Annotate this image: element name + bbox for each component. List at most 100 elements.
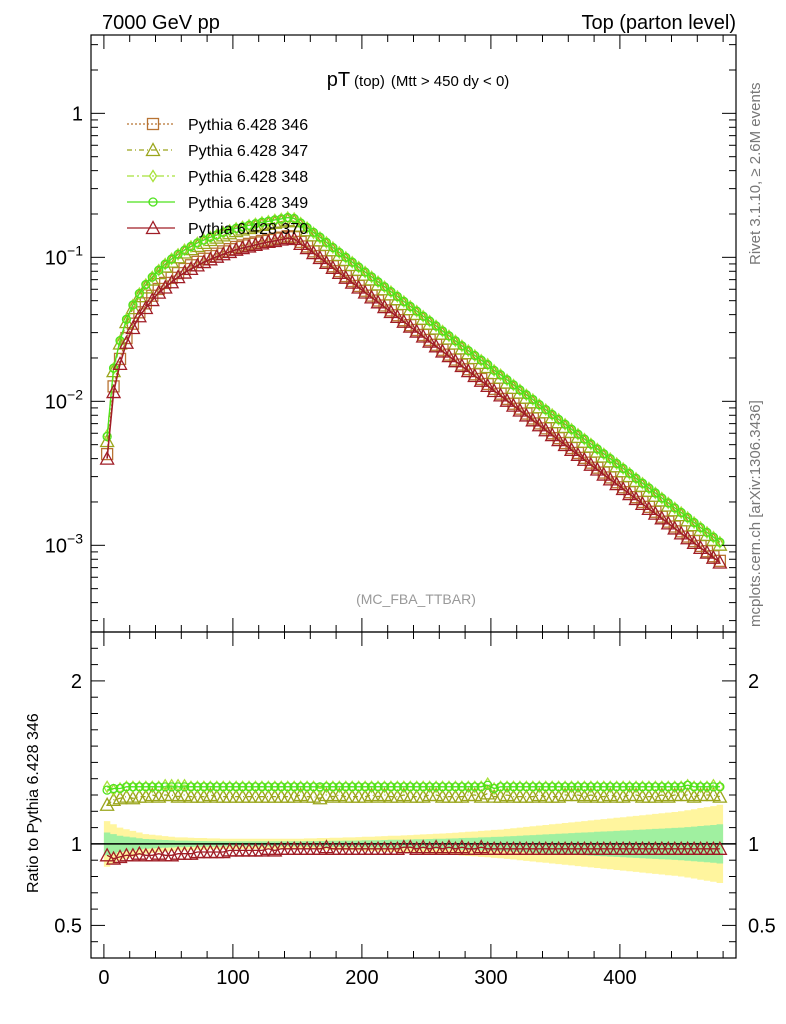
data-point-3-43 — [379, 282, 390, 292]
data-point-4-95 — [712, 554, 728, 569]
ratio-point-2-72 — [566, 782, 577, 792]
data-point-3-85 — [650, 488, 661, 498]
ratio-point-0-33 — [312, 790, 328, 805]
data-point-3-21 — [237, 222, 248, 232]
data-point-4-78 — [602, 471, 618, 486]
data-point-3-90 — [682, 512, 693, 523]
data-point-4-15 — [196, 254, 212, 269]
data-point-3-92 — [695, 522, 706, 533]
ratio-point-2-42 — [373, 782, 383, 792]
data-point-4-36 — [331, 265, 347, 280]
data-point-4-86 — [654, 510, 670, 525]
data-point-3-49 — [418, 311, 428, 321]
data-point-3-70 — [553, 414, 564, 425]
ratio-point-2-17 — [212, 782, 222, 792]
data-point-4-46 — [396, 313, 412, 328]
data-point-4-41 — [363, 289, 380, 304]
ratio-point-2-43 — [379, 782, 390, 792]
legend-marker-4 — [145, 220, 161, 235]
ratio-point-2-69 — [547, 782, 557, 792]
data-point-4-18 — [215, 246, 231, 261]
ratio-point-2-14 — [192, 782, 203, 792]
data-point-4-23 — [247, 237, 264, 252]
data-point-3-11 — [173, 249, 183, 259]
ratio-y-tick-label-right: 1 — [748, 834, 759, 856]
ratio-point-2-41 — [366, 782, 377, 792]
ratio-point-3-0 — [99, 847, 115, 862]
data-point-4-29 — [286, 231, 302, 246]
ratio-point-2-7 — [147, 782, 157, 792]
data-point-3-10 — [166, 254, 177, 264]
series-line-4 — [106, 237, 721, 564]
data-point-4-82 — [628, 491, 644, 506]
data-point-4-38 — [344, 274, 360, 289]
data-point-3-69 — [547, 409, 557, 420]
ratio-point-2-56 — [463, 782, 473, 792]
data-point-4-11 — [170, 269, 186, 284]
data-point-3-20 — [231, 223, 241, 233]
data-point-3-30 — [295, 218, 306, 228]
header-left: 7000 GeV pp — [102, 12, 220, 34]
ratio-point-0-16 — [202, 787, 218, 802]
data-point-3-78 — [605, 453, 615, 464]
ratio-point-2-23 — [250, 782, 261, 792]
data-point-4-17 — [209, 248, 225, 263]
data-point-3-42 — [373, 277, 383, 287]
data-point-3-82 — [631, 473, 641, 483]
ratio-point-0-43 — [376, 787, 393, 802]
data-point-4-63 — [505, 397, 522, 412]
data-point-4-77 — [596, 466, 612, 481]
ratio-point-0-6 — [138, 788, 154, 803]
ratio-point-3-47 — [402, 839, 418, 854]
ratio-point-0-74 — [576, 788, 593, 803]
data-point-4-13 — [183, 261, 199, 276]
ratio-point-2-61 — [495, 782, 506, 792]
data-point-4-8 — [151, 284, 167, 299]
ratio-point-0-45 — [389, 788, 405, 803]
ratio-point-2-91 — [689, 782, 699, 792]
ratio-point-3-7 — [144, 847, 160, 862]
ratio-point-0-46 — [396, 787, 412, 802]
data-point-3-61 — [495, 370, 506, 380]
data-point-4-60 — [486, 383, 502, 398]
ratio-point-2-3 — [121, 782, 132, 792]
data-point-3-64 — [515, 385, 525, 395]
data-point-4-27 — [273, 231, 289, 246]
data-point-4-57 — [467, 368, 483, 383]
ratio-point-2-75 — [586, 782, 596, 792]
ratio-point-2-88 — [670, 782, 680, 792]
ratio-point-3-48 — [409, 840, 425, 855]
ratio-point-2-78 — [605, 782, 615, 792]
data-point-4-35 — [325, 259, 341, 275]
ratio-point-0-30 — [293, 787, 309, 802]
data-point-3-18 — [218, 227, 228, 238]
ratio-point-1-0 — [102, 780, 112, 794]
data-point-3-46 — [399, 296, 409, 307]
data-point-4-30 — [293, 236, 309, 251]
ratio-point-3-1 — [105, 850, 122, 865]
data-point-3-83 — [637, 478, 648, 488]
data-point-3-36 — [334, 247, 344, 258]
ratio-point-2-83 — [637, 782, 648, 792]
data-point-3-1 — [108, 363, 119, 373]
watermark: (MC_FBA_TTBAR) — [356, 591, 476, 607]
data-point-3-22 — [244, 220, 254, 230]
data-point-3-88 — [670, 503, 680, 513]
ratio-point-2-9 — [160, 782, 170, 792]
data-point-3-26 — [270, 215, 280, 225]
ratio-point-2-26 — [270, 782, 280, 792]
ratio-point-0-61 — [492, 788, 509, 803]
ratio-point-0-86 — [654, 787, 670, 802]
ratio-point-2-44 — [386, 782, 396, 792]
ratio-point-2-53 — [444, 782, 454, 792]
ratio-point-3-95 — [712, 840, 728, 855]
legend-marker-3 — [148, 197, 158, 207]
data-point-3-25 — [263, 216, 274, 226]
ratio-point-3-58 — [473, 839, 489, 854]
data-point-3-63 — [508, 380, 519, 390]
data-point-4-73 — [570, 446, 586, 461]
ratio-point-3-51 — [428, 839, 444, 854]
data-point-3-62 — [502, 375, 512, 385]
data-point-3-76 — [592, 444, 602, 454]
